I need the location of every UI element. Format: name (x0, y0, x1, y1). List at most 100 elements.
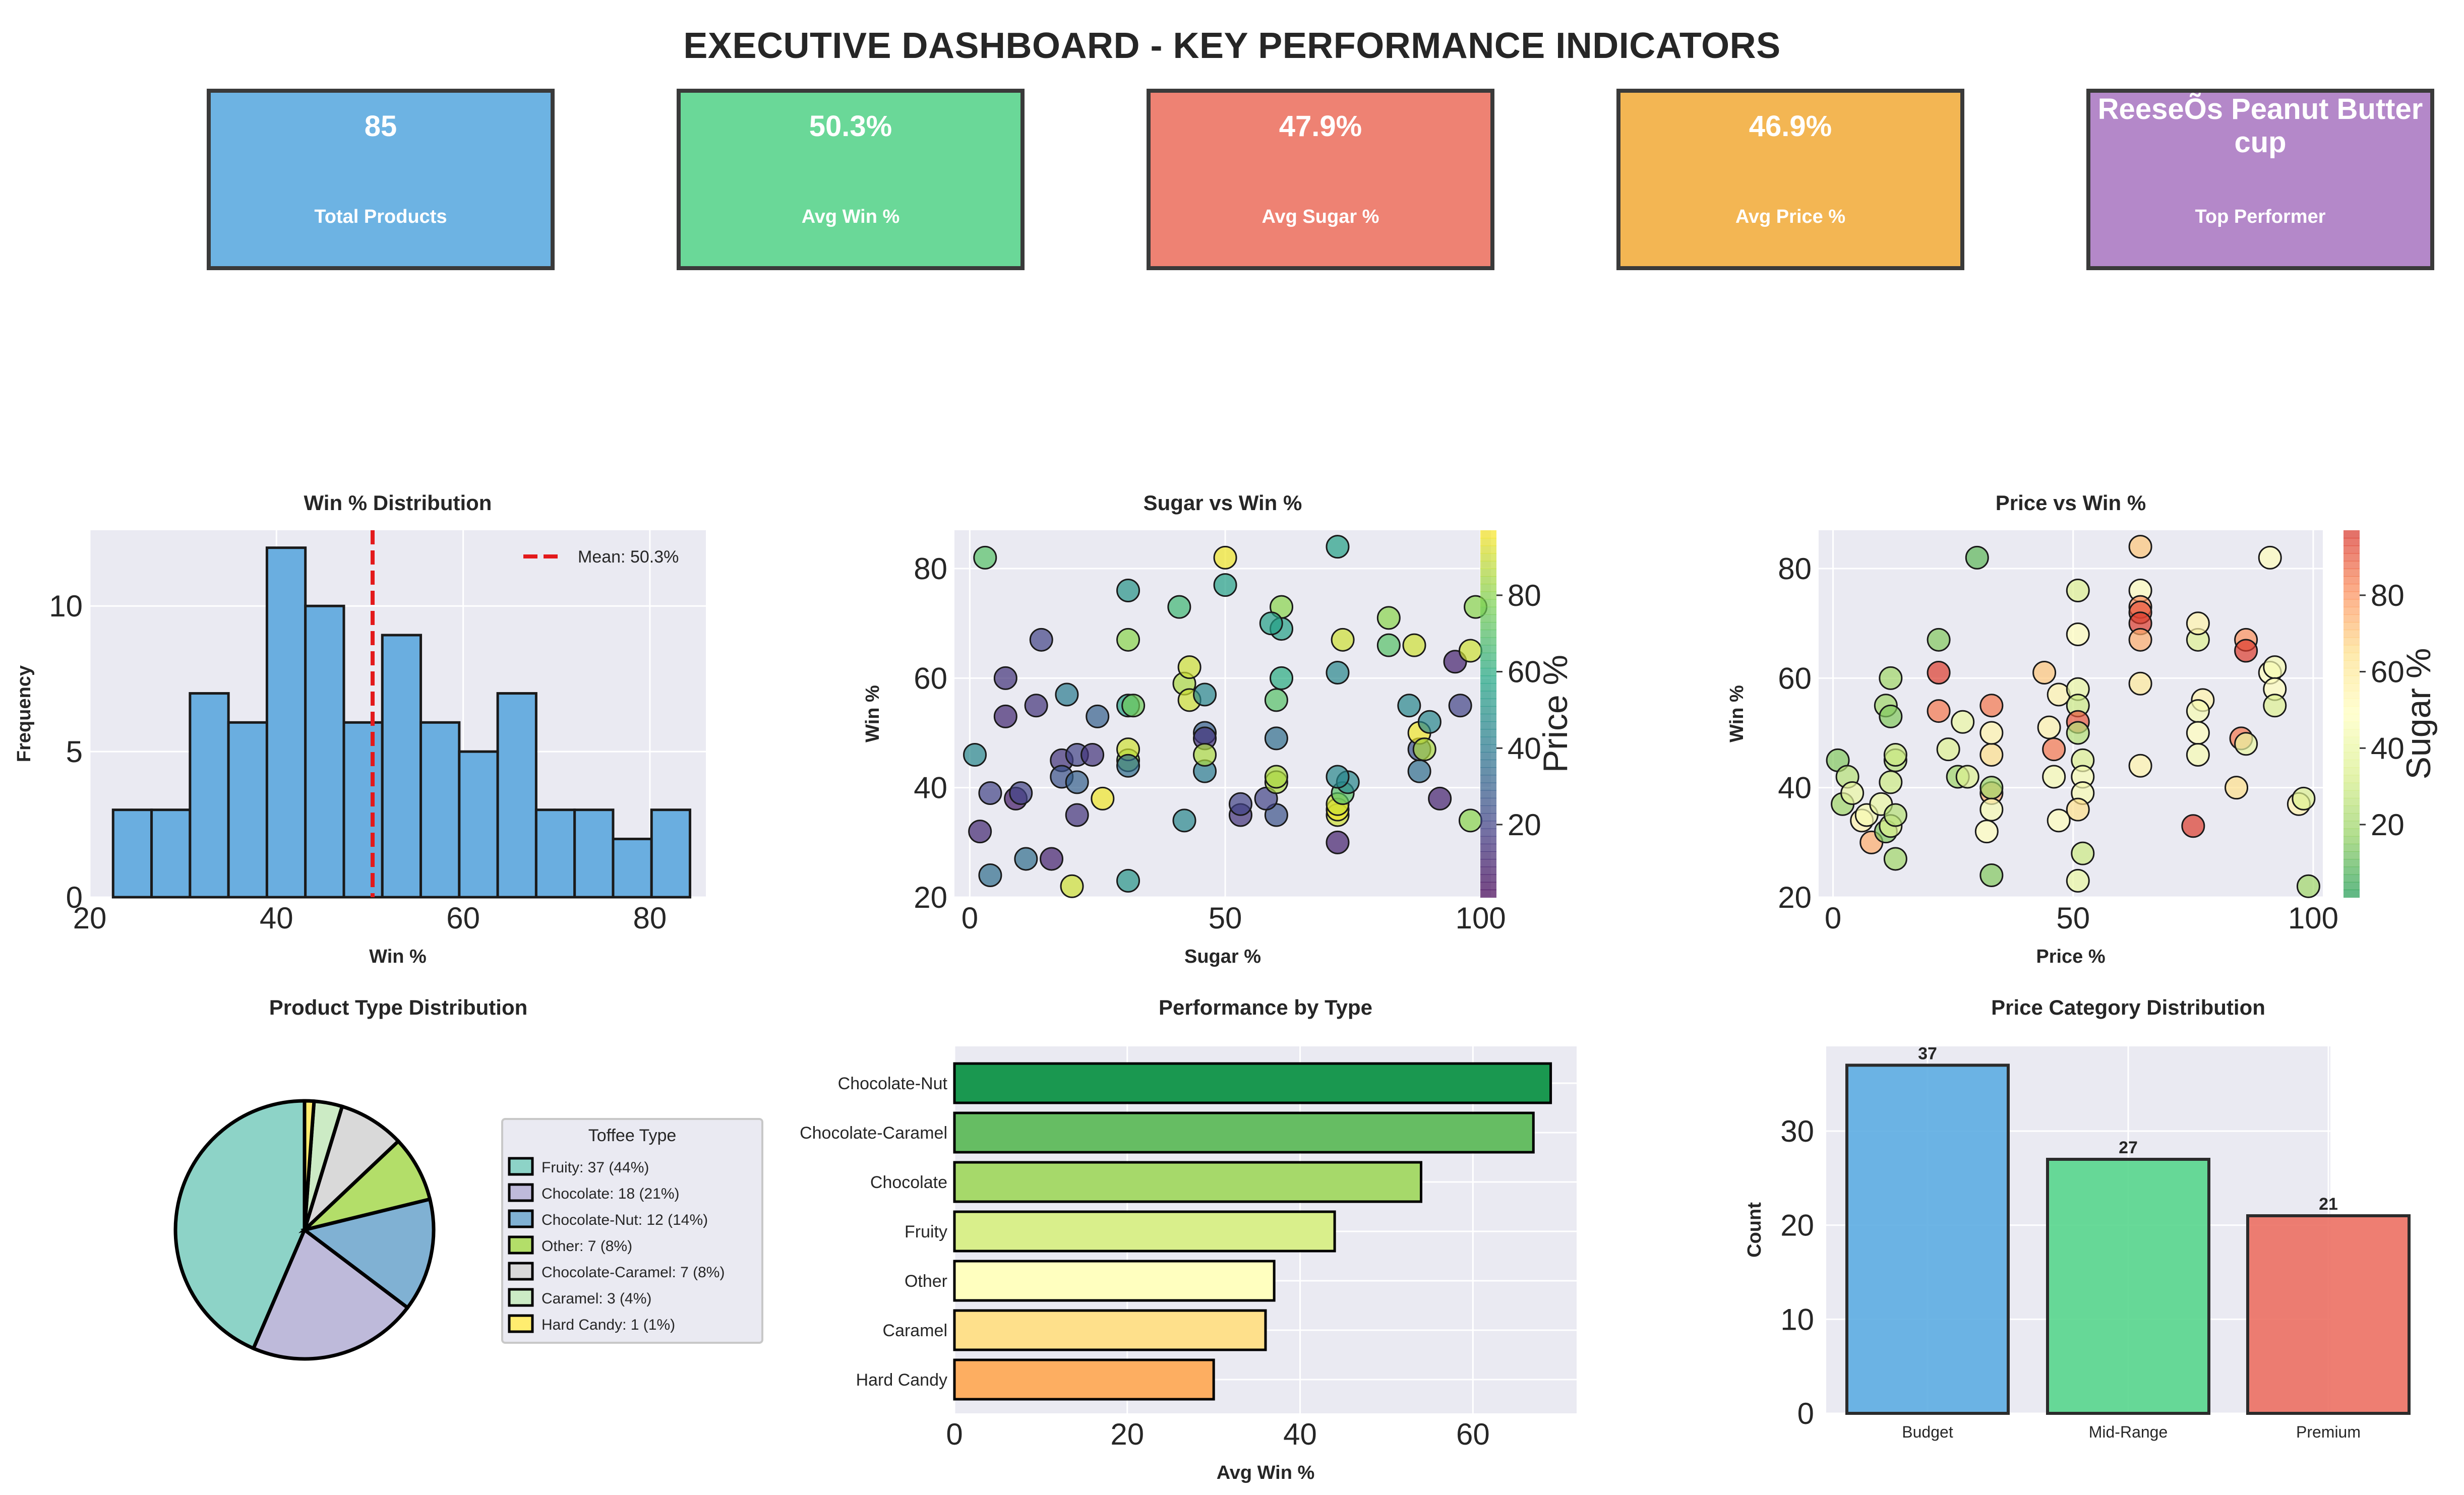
sugar-scatter-point (1428, 786, 1452, 811)
histogram-bar (111, 808, 153, 899)
price-scatter-title: Price vs Win % (1996, 491, 2146, 515)
type-bars-x-tick-label: 60 (1456, 1417, 1490, 1451)
sugar-scatter-colorbar-segment (1480, 675, 1496, 684)
histogram-x-tick-label: 20 (73, 901, 107, 935)
sugar-scatter-point (1086, 704, 1110, 728)
sugar-scatter-point (1060, 874, 1084, 898)
sugar-scatter-colorbar-segment (1480, 530, 1496, 539)
kpi-label: Avg Price % (1735, 206, 1846, 227)
price-scatter-colorbar-segment (2343, 805, 2360, 814)
pie-legend-label: Hard Candy: 1 (1%) (542, 1317, 675, 1333)
sugar-scatter-point (1014, 847, 1038, 871)
sugar-scatter-colorbar-segment (1480, 599, 1496, 607)
kpi-value: 50.3% (809, 110, 892, 143)
price-scatter-colorbar-segment (2343, 851, 2360, 860)
sugar-scatter-point (1458, 639, 1482, 663)
histogram-legend-label: Mean: 50.3% (578, 547, 679, 567)
price-scatter-point (1979, 742, 2004, 767)
sugar-scatter-point (1029, 628, 1053, 652)
price-scatter-colorbar-segment (2343, 637, 2360, 646)
price-scatter-colorbar-segment (2343, 530, 2360, 539)
sugar-scatter-point (1326, 765, 1350, 789)
price-scatter-point (2296, 874, 2320, 898)
sugar-scatter-colorbar-segment (1480, 683, 1496, 692)
price-scatter-point (2128, 671, 2152, 696)
price-scatter-point (1974, 820, 1999, 844)
sugar-scatter-colorbar-tick-label: 20 (1508, 808, 1541, 842)
price-scatter-point (1955, 765, 1979, 789)
price-scatter-point (1879, 666, 1903, 690)
price-scatter-point (2066, 579, 2090, 603)
price-scatter-colorbar-segment (2343, 790, 2360, 798)
sugar-scatter-colorbar-segment (1480, 553, 1496, 562)
price-scatter-point (2263, 694, 2287, 718)
price-scatter-point (2066, 622, 2090, 646)
price-scatter-colorbar-segment (2343, 714, 2360, 722)
pie-title: Product Type Distribution (269, 995, 528, 1019)
sugar-scatter-point (1055, 682, 1079, 707)
price-scatter-point (1883, 847, 1907, 871)
type-bar-category-label: Chocolate (870, 1173, 947, 1192)
price-scatter-y-tick-label: 40 (1778, 771, 1812, 805)
price-scatter-colorbar-segment (2343, 775, 2360, 783)
price-scatter-point (2032, 661, 2057, 685)
price-scatter-colorbar-segment (2343, 828, 2360, 837)
dashboard-title: EXECUTIVE DASHBOARD - KEY PERFORMANCE IN… (683, 26, 1781, 66)
price-scatter-colorbar-segment (2343, 736, 2360, 745)
sugar-scatter-point (1116, 754, 1140, 778)
sugar-scatter-point (1080, 742, 1105, 767)
sugar-scatter-point (1376, 633, 1401, 657)
price-scatter-point (2071, 841, 2095, 865)
kpi-value: 85 (364, 110, 397, 143)
sugar-scatter-point (968, 820, 992, 844)
price-scatter-point (1979, 797, 2004, 822)
sugar-scatter-colorbar-segment (1480, 729, 1496, 737)
sugar-scatter-point (1412, 737, 1436, 762)
pie-legend-swatch (508, 1209, 534, 1228)
pie-slice (301, 1104, 401, 1236)
sugar-scatter-colorbar-tick-label: 60 (1508, 655, 1541, 689)
sugar-scatter-colorbar-segment (1480, 614, 1496, 622)
sugar-scatter-colorbar-segment (1480, 744, 1496, 753)
price-scatter-point (2047, 808, 2071, 833)
histogram-y-tick-label: 0 (66, 881, 83, 914)
sugar-scatter-x-tick-label: 50 (1209, 901, 1242, 935)
histogram-bar (381, 634, 423, 899)
price-scatter-colorbar-segment (2343, 874, 2360, 883)
sugar-scatter-colorbar-label: Price % (1536, 655, 1575, 773)
price-scatter-point (2186, 721, 2210, 745)
type-bar (953, 1358, 1215, 1401)
type-bars-title: Performance by Type (1159, 995, 1372, 1019)
price-scatter-y-tick-label: 60 (1778, 661, 1812, 695)
sugar-scatter-colorbar-segment (1480, 706, 1496, 714)
sugar-scatter-colorbar-segment (1480, 859, 1496, 867)
sugar-scatter-y-tick-label: 20 (914, 881, 947, 914)
sugar-scatter-colorbar-segment (1480, 843, 1496, 852)
sugar-scatter-point (1024, 694, 1048, 718)
type-bar-category-label: Caramel (883, 1321, 947, 1340)
price-scatter-colorbar-segment (2343, 836, 2360, 844)
price-scatter-point (2128, 535, 2152, 559)
price-scatter-colorbar-segment (2343, 599, 2360, 607)
sugar-scatter-y-tick-label: 80 (914, 552, 947, 586)
price-scatter-colorbar-segment (2343, 813, 2360, 822)
price-scatter-point (2066, 797, 2090, 822)
sugar-scatter-colorbar-segment (1480, 851, 1496, 860)
sugar-scatter-point (978, 781, 1002, 805)
sugar-scatter-colorbar-segment (1480, 630, 1496, 638)
sugar-scatter-point (1417, 710, 1441, 734)
price-scatter-colorbar-segment (2343, 545, 2360, 554)
pie-legend-swatch (508, 1262, 534, 1281)
histogram-bar (189, 692, 230, 899)
sugar-scatter-colorbar-tick-label: 40 (1508, 731, 1541, 765)
sugar-scatter-point (1116, 868, 1140, 893)
sugar-scatter-point (1402, 633, 1426, 657)
sugar-scatter-colorbar-segment (1480, 889, 1496, 898)
sugar-scatter-y-tick-label: 40 (914, 771, 947, 805)
sugar-scatter-colorbar-segment (1480, 652, 1496, 661)
sugar-scatter-colorbar-segment (1480, 668, 1496, 676)
price-cat-y-tick-label: 0 (1797, 1397, 1814, 1430)
price-scatter-colorbar-segment (2343, 660, 2360, 668)
kpi-label: Avg Win % (801, 206, 900, 227)
